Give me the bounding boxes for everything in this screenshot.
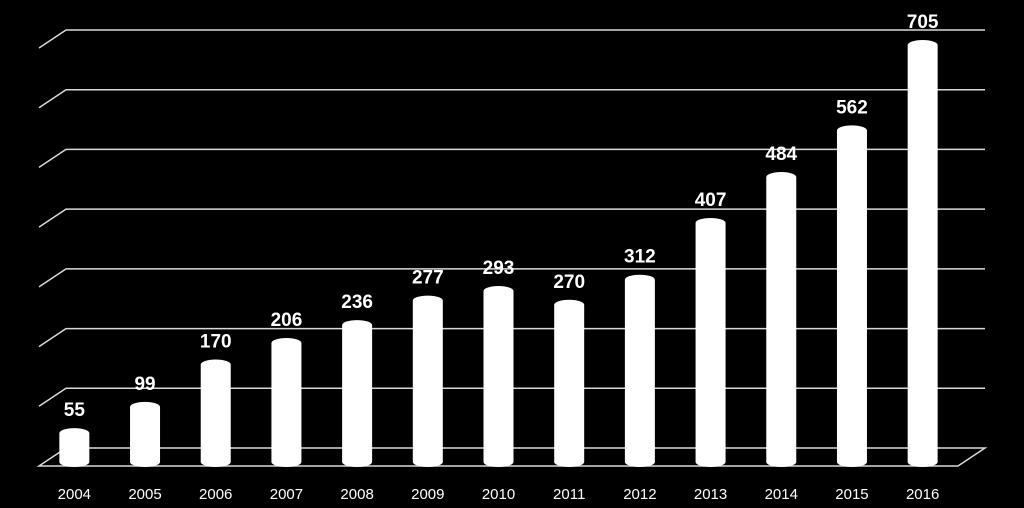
bar [342,320,373,467]
x-tick-label: 2015 [835,486,868,503]
x-tick-label: 2014 [765,486,798,503]
x-tick-label: 2006 [199,486,232,503]
bar [624,274,655,467]
grid-line [38,327,985,348]
x-tick-label: 2016 [906,486,939,503]
bar [483,286,514,467]
bar [554,299,585,467]
x-tick-label: 2007 [270,486,303,503]
bar [836,125,867,467]
x-tick-label: 2013 [694,486,727,503]
bar [412,295,443,467]
value-label: 705 [907,12,939,33]
grid-line [36,447,988,467]
x-tick-label: 2005 [128,486,161,503]
bar [695,217,726,467]
bar [200,359,231,467]
value-label: 312 [624,247,656,268]
x-tick-label: 2011 [553,486,585,503]
bar [907,40,938,468]
grid-line [38,148,985,169]
x-tick-label: 2010 [482,486,515,503]
grid-line [38,29,985,49]
value-label: 293 [483,258,515,279]
value-label: 407 [695,190,727,211]
bar [130,401,161,467]
grid-line [38,208,985,228]
grid-line [38,88,985,109]
value-label: 270 [553,272,585,293]
value-label: 206 [271,310,303,331]
x-tick-label: 2004 [58,486,91,503]
value-label: 99 [134,374,155,395]
bar [59,428,90,467]
grid-line [38,268,985,288]
value-label: 170 [200,332,232,353]
bar [271,337,302,467]
x-tick-label: 2008 [340,486,373,503]
value-label: 562 [836,97,868,118]
grid-line [38,387,985,407]
value-label: 55 [64,400,86,421]
bar [766,171,797,468]
value-label: 277 [412,268,444,289]
value-label: 236 [341,292,373,313]
value-label: 484 [765,144,797,165]
x-tick-label: 2012 [623,486,656,503]
x-tick-label: 2009 [411,486,444,503]
